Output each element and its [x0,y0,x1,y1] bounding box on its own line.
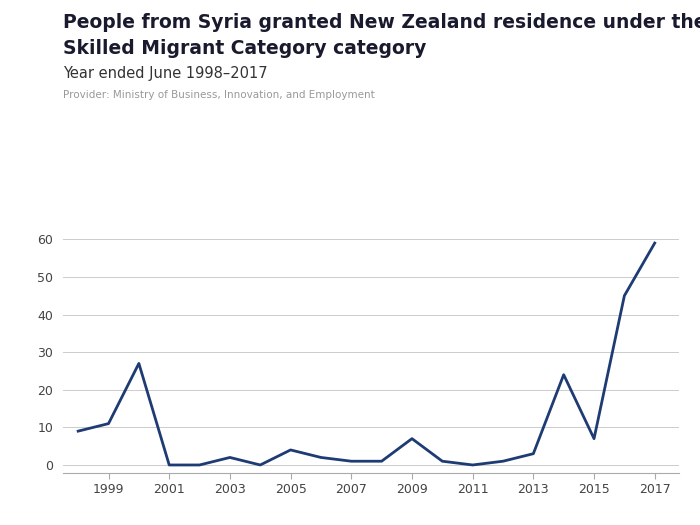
Text: Year ended June 1998–2017: Year ended June 1998–2017 [63,66,267,81]
Text: People from Syria granted New Zealand residence under the: People from Syria granted New Zealand re… [63,13,700,32]
Text: figure.nz: figure.nz [574,24,662,41]
Text: Provider: Ministry of Business, Innovation, and Employment: Provider: Ministry of Business, Innovati… [63,90,375,100]
Text: Skilled Migrant Category category: Skilled Migrant Category category [63,39,426,58]
